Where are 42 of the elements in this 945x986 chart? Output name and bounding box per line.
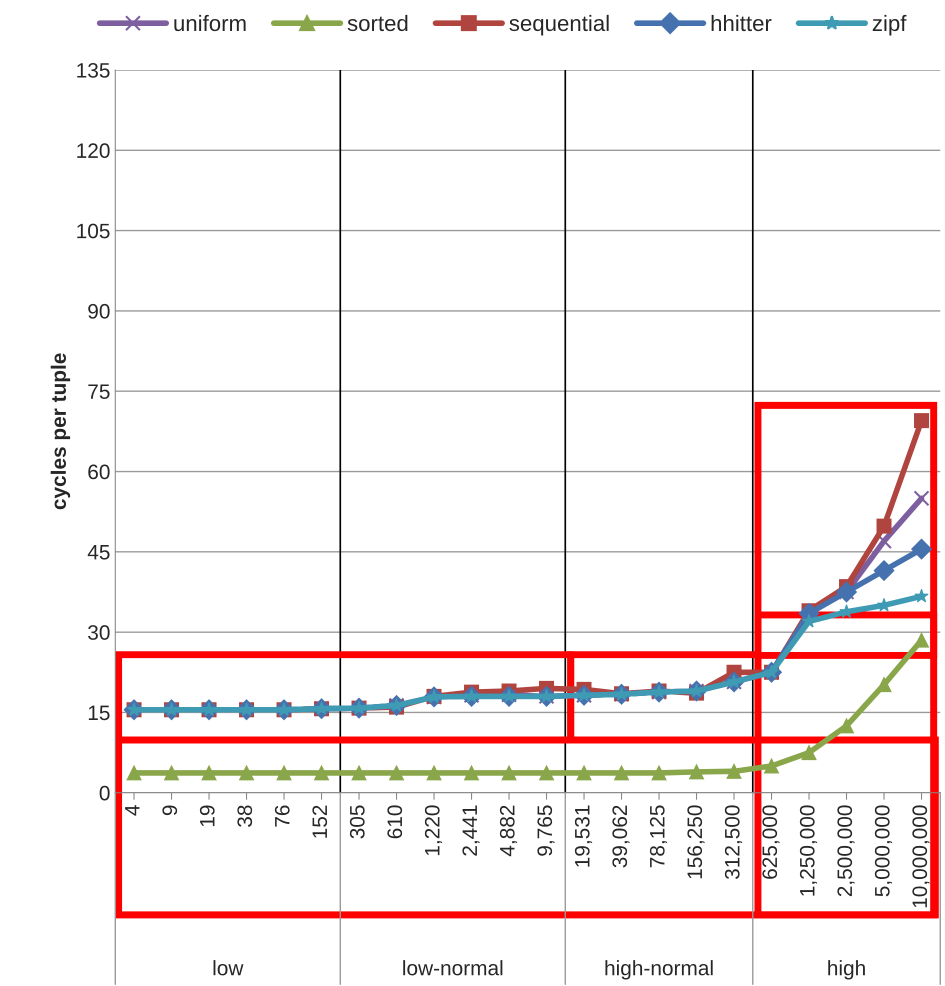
y-axis-title: cycles per tuple [50,353,70,510]
x-tick-label: 5,000,000 [874,805,892,896]
x-tick-label: 38 [237,805,252,827]
x-tick-label: 2,441 [462,806,480,856]
y-tick-label: 30 [88,625,110,640]
legend-label: sorted [348,14,408,32]
x-tick-label: 9 [162,806,178,816]
x-tick-label: 1,250,000 [800,805,818,896]
legend-label: sequential [509,14,609,36]
x-tick-label: 312,500 [724,805,742,880]
x-tick-label: 39,062 [612,806,630,868]
x-tick-label: 152 [312,806,328,838]
x-tick-label: 19 [200,806,215,826]
y-tick-label: 45 [88,545,110,560]
x-tick-label: 4,882 [500,806,518,856]
x-tick-label: 78,125 [650,805,668,868]
text: low-normal [403,960,502,976]
text: high [828,960,865,980]
x-tick-label: 610 [387,805,402,838]
x-tick-label: 10,000,000 [912,805,930,908]
y-tick-label: 105 [77,224,110,238]
text: high-normal [605,960,713,980]
y-tick-label: 90 [88,304,110,319]
x-tick-label: 305 [350,805,365,839]
y-tick-label: 0 [100,786,110,800]
x-tick-label: 19,531 [574,806,592,867]
x-tick-label: 2,500,000 [837,805,855,896]
y-tick-label: 15 [88,706,110,720]
x-tick-label: 9,765 [537,805,555,856]
x-tick-label: 625,000 [762,805,780,879]
y-tick-label: 60 [88,464,110,480]
x-tick-label: 156,250 [687,805,705,878]
legend-label: hhitter [712,14,772,32]
y-tick-label: 75 [88,384,110,399]
text: low [214,960,244,976]
x-tick-label: 1,220 [424,805,442,856]
legend-label: zipf [872,14,906,36]
x-tick-label: 76 [274,805,290,827]
x-tick-label: 4 [125,805,140,816]
y-tick-label: 135 [77,63,110,78]
legend-label: uniform [174,14,246,32]
y-tick-label: 120 [77,143,110,158]
